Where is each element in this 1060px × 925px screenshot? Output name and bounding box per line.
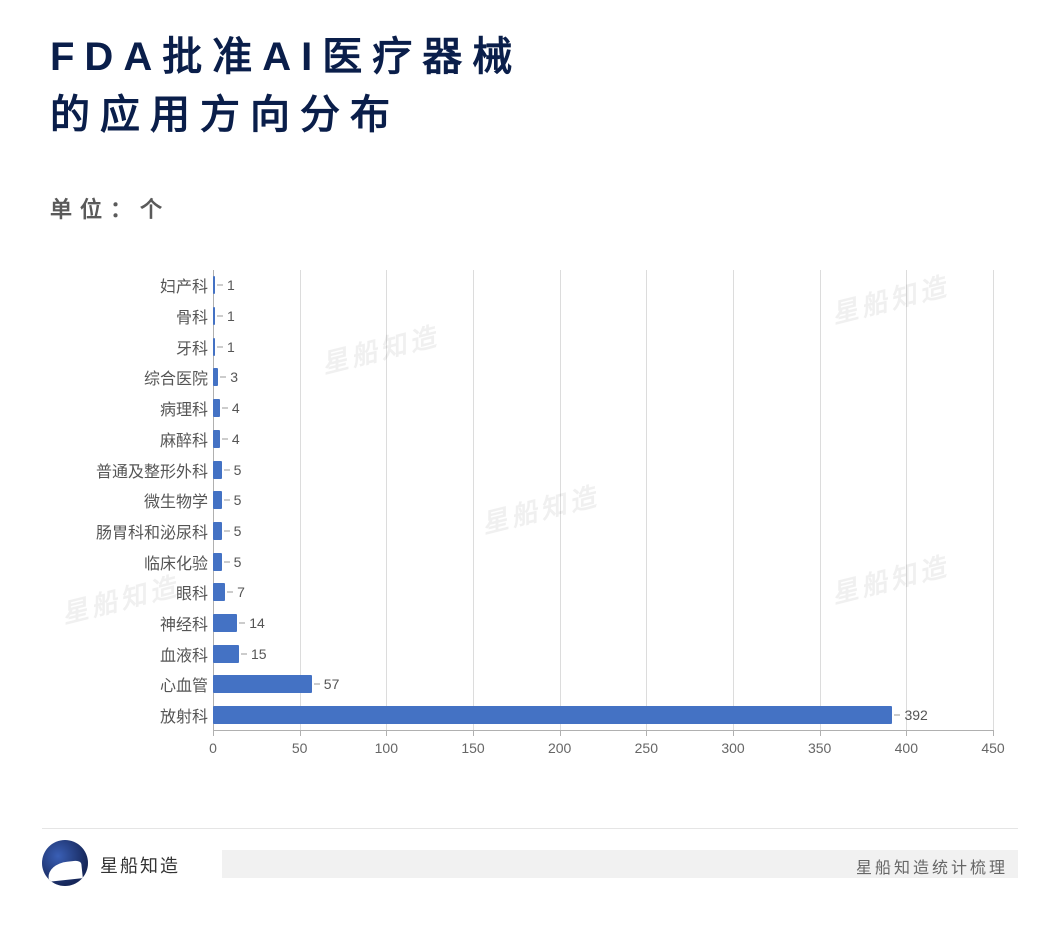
- value-label: 7: [237, 584, 245, 600]
- bar-row: 临床化验 5: [58, 547, 1018, 577]
- value-label: 4: [232, 431, 240, 447]
- value-tick: [217, 285, 223, 286]
- category-label: 妇产科: [160, 273, 208, 297]
- bar-row: 血液科 15: [58, 639, 1018, 669]
- x-tick-label: 350: [808, 740, 831, 756]
- category-label: 微生物学: [144, 488, 208, 512]
- footer: 星船知造 星船知造统计梳理: [42, 840, 1018, 890]
- value-tick: [217, 316, 223, 317]
- value-label: 5: [234, 523, 242, 539]
- bar-row: 麻醉科 4: [58, 424, 1018, 454]
- value-label: 3: [230, 369, 238, 385]
- value-tick: [224, 530, 230, 531]
- footer-source: 星船知造统计梳理: [856, 854, 1008, 878]
- value-tick: [222, 438, 228, 439]
- x-tick-label: 400: [895, 740, 918, 756]
- value-tick: [241, 653, 247, 654]
- value-label: 1: [227, 308, 235, 324]
- chart-area: 0 50 100 150 200 250 300 350 400 450 妇产科 1 骨科 1 牙科 1 综合…: [58, 260, 1018, 780]
- bar: [213, 399, 220, 417]
- category-label: 临床化验: [144, 550, 208, 574]
- bar-row: 放射科 392: [58, 700, 1018, 730]
- brand-logo-icon: [42, 840, 88, 886]
- bar-row: 普通及整形外科 5: [58, 455, 1018, 485]
- brand-name: 星船知造: [100, 852, 180, 878]
- value-label: 1: [227, 277, 235, 293]
- bar-row: 眼科 7: [58, 577, 1018, 607]
- value-tick: [217, 346, 223, 347]
- category-label: 普通及整形外科: [96, 458, 208, 482]
- bar: [213, 430, 220, 448]
- bar: [213, 461, 222, 479]
- bar-row: 心血管 57: [58, 669, 1018, 699]
- value-label: 5: [234, 554, 242, 570]
- title-line-1: FDA批准AI医疗器械: [50, 28, 522, 86]
- unit-label: 单位：个: [50, 192, 170, 224]
- x-axis-line: [213, 730, 993, 731]
- value-tick: [227, 592, 233, 593]
- value-tick: [894, 715, 900, 716]
- bar-row: 肠胃科和泌尿科 5: [58, 516, 1018, 546]
- bar: [213, 583, 225, 601]
- bar-row: 病理科 4: [58, 393, 1018, 423]
- category-label: 眼科: [176, 580, 208, 604]
- bar: [213, 645, 239, 663]
- x-tick-label: 450: [981, 740, 1004, 756]
- value-label: 57: [324, 676, 340, 692]
- footer-divider: [42, 828, 1018, 829]
- value-tick: [220, 377, 226, 378]
- value-tick: [224, 469, 230, 470]
- value-tick: [224, 561, 230, 562]
- value-label: 392: [904, 707, 927, 723]
- bar-row: 牙科 1: [58, 332, 1018, 362]
- bar-row: 骨科 1: [58, 301, 1018, 331]
- bar-row: 妇产科 1: [58, 270, 1018, 300]
- x-tick-label: 100: [375, 740, 398, 756]
- bar: [213, 276, 215, 294]
- category-label: 麻醉科: [160, 427, 208, 451]
- x-tick-label: 300: [721, 740, 744, 756]
- value-label: 14: [249, 615, 265, 631]
- category-label: 神经科: [160, 611, 208, 635]
- bar-row: 综合医院 3: [58, 362, 1018, 392]
- value-tick: [239, 623, 245, 624]
- x-tick-label: 150: [461, 740, 484, 756]
- x-tick-label: 250: [635, 740, 658, 756]
- bar: [213, 307, 215, 325]
- bar: [213, 675, 312, 693]
- title-block: FDA批准AI医疗器械 的应用方向分布: [50, 28, 522, 144]
- x-tick-label: 200: [548, 740, 571, 756]
- category-label: 心血管: [160, 672, 208, 696]
- title-line-2: 的应用方向分布: [50, 86, 522, 144]
- x-tick: [993, 730, 994, 736]
- value-tick: [222, 408, 228, 409]
- category-label: 骨科: [176, 304, 208, 328]
- category-label: 牙科: [176, 335, 208, 359]
- value-label: 1: [227, 339, 235, 355]
- category-label: 综合医院: [144, 365, 208, 389]
- value-tick: [314, 684, 320, 685]
- bar-row: 微生物学 5: [58, 485, 1018, 515]
- x-tick-label: 0: [209, 740, 217, 756]
- value-label: 4: [232, 400, 240, 416]
- x-tick-label: 50: [292, 740, 308, 756]
- value-label: 5: [234, 492, 242, 508]
- bar: [213, 706, 892, 724]
- value-tick: [224, 500, 230, 501]
- bar: [213, 368, 218, 386]
- bar: [213, 553, 222, 571]
- category-label: 放射科: [160, 703, 208, 727]
- value-label: 15: [251, 646, 267, 662]
- category-label: 病理科: [160, 396, 208, 420]
- bar: [213, 491, 222, 509]
- category-label: 血液科: [160, 642, 208, 666]
- bar-row: 神经科 14: [58, 608, 1018, 638]
- page: FDA批准AI医疗器械 的应用方向分布 单位：个 0 50 100 150 200 250…: [0, 0, 1060, 925]
- bar: [213, 338, 215, 356]
- value-label: 5: [234, 462, 242, 478]
- bar: [213, 522, 222, 540]
- bar: [213, 614, 237, 632]
- category-label: 肠胃科和泌尿科: [96, 519, 208, 543]
